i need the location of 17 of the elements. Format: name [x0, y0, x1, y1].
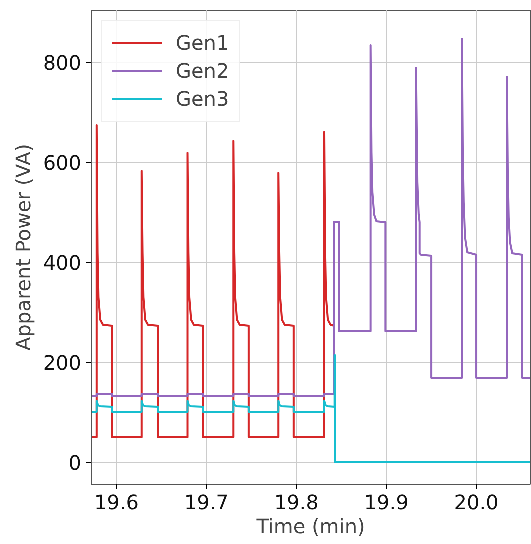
y-tick-label: 800 [43, 51, 82, 75]
line-series [92, 124, 336, 438]
legend-label: Gen1 [176, 31, 230, 55]
y-tick-label: 600 [43, 151, 82, 175]
x-tick-label: 19.9 [364, 490, 409, 514]
legend-label: Gen3 [176, 87, 230, 111]
y-axis-title: Apparent Power (VA) [11, 144, 36, 351]
x-tick-label: 19.6 [94, 490, 139, 514]
y-tick-label: 400 [43, 251, 82, 275]
x-tick-label: 19.7 [184, 490, 229, 514]
y-tick-label: 0 [68, 451, 82, 475]
x-tick-label: 19.8 [274, 490, 319, 514]
x-tick-label: 20.0 [454, 490, 499, 514]
y-tick-label: 200 [43, 351, 82, 375]
line-series [92, 354, 530, 464]
legend-label: Gen2 [176, 59, 230, 83]
x-axis-title: Time (min) [256, 514, 366, 538]
